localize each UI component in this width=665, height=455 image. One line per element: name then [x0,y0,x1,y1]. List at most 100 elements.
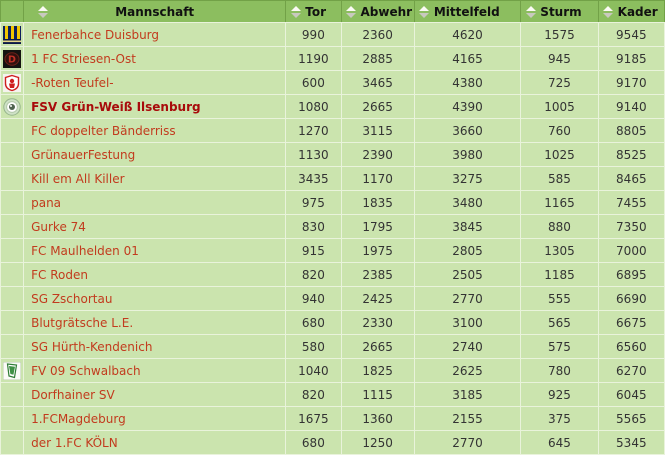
team-name-link[interactable]: Dorfhainer SV [31,387,115,402]
team-name-link[interactable]: Kill em All Killer [31,171,125,186]
tor-value: 830 [285,214,342,239]
column-header-kader[interactable]: Kader [597,0,665,23]
sort-up-down-icon[interactable] [346,5,357,18]
sort-up-down-icon[interactable] [419,5,430,18]
team-name-cell: Blutgrätsche L.E. [23,310,287,335]
abwehr-value: 2390 [340,142,415,167]
abwehr-value: 2330 [340,310,415,335]
abwehr-value: 1250 [340,430,415,455]
team-name-link[interactable]: der 1.FC KÖLN [31,435,118,450]
team-name-link[interactable]: SG Zschortau [31,291,113,306]
team-name-link[interactable]: Gurke 74 [31,219,86,234]
sort-up-down-icon[interactable] [525,5,536,18]
table-row: Gurke 74 830 1795 3845 880 7350 [0,214,665,239]
team-name-cell: FC doppelter Bänderriss [23,118,287,143]
sturm-value: 1575 [520,22,599,47]
team-logo-cell [0,238,25,263]
tor-value: 1675 [285,406,342,431]
team-name-link[interactable]: 1.FCMagdeburg [31,411,126,426]
team-name-link[interactable]: FV 09 Schwalbach [31,363,141,378]
team-name-link[interactable]: FC doppelter Bänderriss [31,123,176,138]
team-name-link[interactable]: -Roten Teufel- [31,75,114,90]
team-name-link[interactable]: FSV Grün-Weiß Ilsenburg [31,99,201,114]
tor-value: 820 [285,262,342,287]
table-row: Kill em All Killer 3435 1170 3275 585 8465 [0,166,665,191]
team-name-cell: FC Roden [23,262,287,287]
fenerbahce-duisburg-logo-icon [3,25,22,44]
tor-value: 990 [285,22,342,47]
column-header-label: Mittelfeld [433,4,500,19]
sturm-value: 585 [520,166,599,191]
kader-value: 6675 [597,310,665,335]
team-logo-cell [0,262,25,287]
sort-up-down-icon[interactable] [603,5,614,18]
kader-value: 8525 [597,142,665,167]
column-header-mannschaft[interactable]: Mannschaft [23,0,287,23]
column-header-label: Tor [305,4,327,19]
tor-value: 680 [285,430,342,455]
team-name-link[interactable]: SG Hürth-Kendenich [31,339,153,354]
team-name-cell: -Roten Teufel- [23,70,287,95]
abwehr-value: 3465 [340,70,415,95]
kader-value: 5565 [597,406,665,431]
team-logo-cell [0,70,25,95]
mittelfeld-value: 2740 [413,334,522,359]
team-name-link[interactable]: GrünauerFestung [31,147,136,162]
sturm-value: 575 [520,334,599,359]
team-logo-cell [0,166,25,191]
column-header-tor[interactable]: Tor [285,0,342,23]
sort-up-down-icon[interactable] [290,5,301,18]
team-name-link[interactable]: FC Maulhelden 01 [31,243,139,258]
kader-value: 8805 [597,118,665,143]
table-row: pana 975 1835 3480 1165 7455 [0,190,665,215]
kader-value: 9185 [597,46,665,71]
gruen-weiss-ilsenburg-logo-icon [3,97,21,116]
team-name-cell: pana [23,190,287,215]
sturm-value: 880 [520,214,599,239]
sturm-value: 555 [520,286,599,311]
table-row: D 1 FC Striesen-Ost 1190 2885 4165 945 9185 [0,46,665,71]
abwehr-value: 1835 [340,190,415,215]
team-name-link[interactable]: Fenerbahce Duisburg [31,27,160,42]
column-header-label: Kader [617,4,658,19]
team-name-cell: der 1.FC KÖLN [23,430,287,455]
column-header-sturm[interactable]: Sturm [520,0,599,23]
table-row: SG Zschortau 940 2425 2770 555 6690 [0,286,665,311]
tor-value: 915 [285,238,342,263]
team-logo-cell [0,358,25,383]
sort-up-down-icon[interactable] [37,5,48,18]
mittelfeld-value: 2770 [413,286,522,311]
team-name-link[interactable]: 1 FC Striesen-Ost [31,51,136,66]
kader-value: 6270 [597,358,665,383]
tor-value: 580 [285,334,342,359]
tor-value: 1080 [285,94,342,119]
sturm-value: 1185 [520,262,599,287]
tor-value: 1190 [285,46,342,71]
table-row: FC Roden 820 2385 2505 1185 6895 [0,262,665,287]
kader-value: 7350 [597,214,665,239]
abwehr-value: 2385 [340,262,415,287]
team-name-link[interactable]: pana [31,195,62,210]
table-row: SG Hürth-Kendenich 580 2665 2740 575 6560 [0,334,665,359]
sturm-value: 780 [520,358,599,383]
mittelfeld-value: 3980 [413,142,522,167]
mittelfeld-value: 4390 [413,94,522,119]
kader-value: 6895 [597,262,665,287]
column-header-abwehr[interactable]: Abwehr [340,0,415,23]
abwehr-value: 1825 [340,358,415,383]
kader-value: 8465 [597,166,665,191]
team-name-cell: SG Zschortau [23,286,287,311]
kader-value: 5345 [597,430,665,455]
team-name-cell: FSV Grün-Weiß Ilsenburg [23,94,287,119]
team-name-cell: 1 FC Striesen-Ost [23,46,287,71]
team-name-link[interactable]: FC Roden [31,267,88,282]
team-name-cell: Fenerbahce Duisburg [23,22,287,47]
kader-value: 7455 [597,190,665,215]
column-header-label: Sturm [540,4,582,19]
table-row: -Roten Teufel- 600 3465 4380 725 9170 [0,70,665,95]
mittelfeld-value: 2770 [413,430,522,455]
team-name-link[interactable]: Blutgrätsche L.E. [31,315,134,330]
team-logo-cell [0,286,25,311]
team-name-cell: SG Hürth-Kendenich [23,334,287,359]
column-header-mittelfeld[interactable]: Mittelfeld [413,0,522,23]
